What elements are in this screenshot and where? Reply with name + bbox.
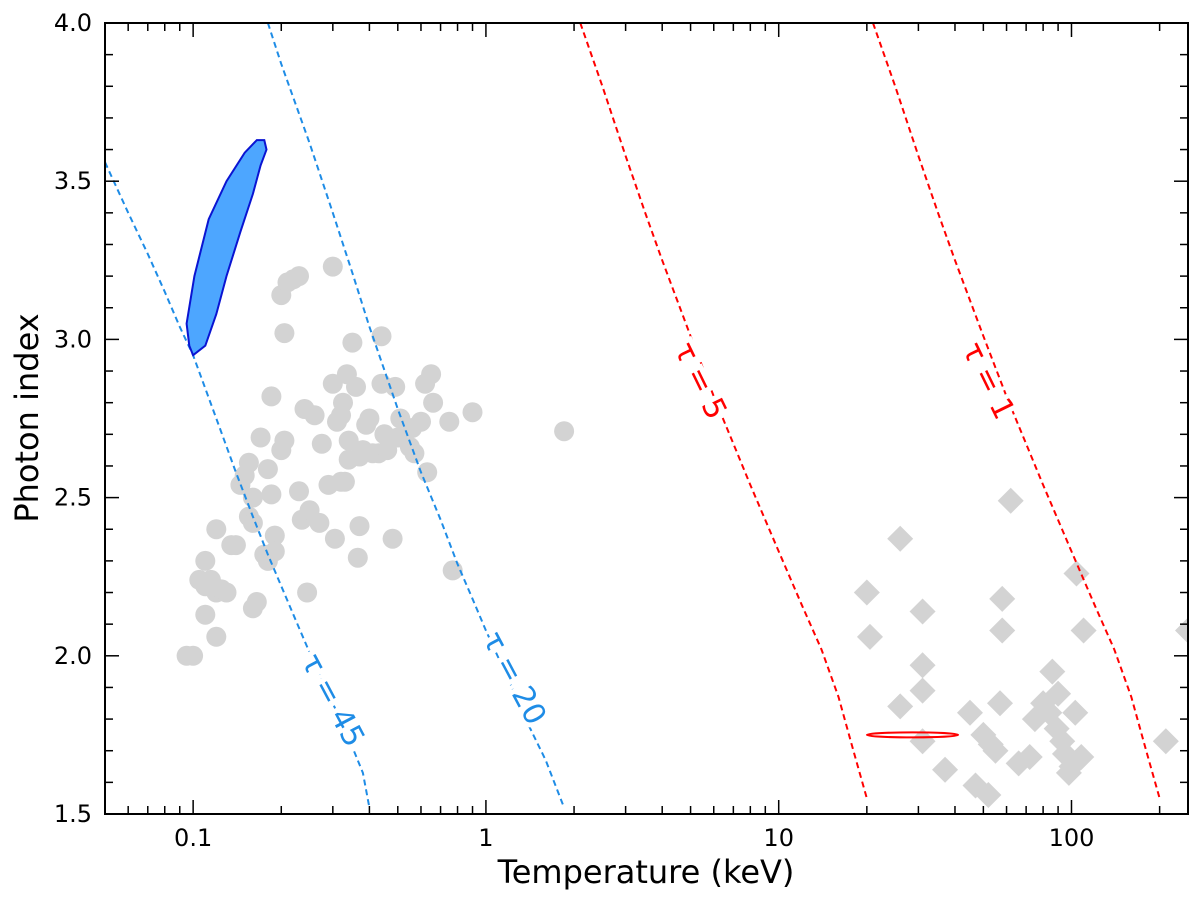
circle-marker [322,256,343,277]
circle-marker [309,512,330,533]
circle-marker [250,427,271,448]
diamond-marker [909,598,936,625]
circle-marker [261,386,282,407]
circle-marker [439,411,460,432]
diamond-marker [1016,744,1043,771]
tau-curve [105,161,371,808]
tau-curve [579,23,868,799]
circle-marker [206,626,227,647]
diamond-marker [856,623,883,650]
circle-marker [242,487,263,508]
tick-labels: 0.1 1 10 100 1.5 2.0 2.5 3.0 3.5 4.0 [54,9,1095,852]
circle-marker [421,364,442,385]
plot-background [105,23,1188,814]
circle-marker [264,541,285,562]
circle-marker [311,433,332,454]
diamond-marker [989,585,1016,612]
diamond-marker [1045,680,1072,707]
diamond-marker [975,782,1002,809]
circle-marker [183,645,204,666]
circle-marker [274,430,295,451]
circle-marker [334,471,355,492]
x-tick-label: 10 [763,824,794,852]
circle-marker [206,519,227,540]
diamond-marker [982,737,1009,764]
circle-marker [195,604,216,625]
diamond-marker [909,728,936,755]
circle-marker [342,332,363,353]
circle-marker [411,411,431,432]
tau-curve [266,23,566,809]
circle-marker [382,528,403,549]
diamond-marker [887,525,914,552]
diamond-marker [932,756,959,783]
diamond-marker [1068,744,1095,771]
confidence-contour-blue [185,139,268,357]
circle-marker [322,373,343,394]
circle-marker [333,392,353,413]
diamond-marker [1152,728,1179,755]
diamond-marker [997,487,1024,514]
circle-marker [304,405,325,426]
circle-marker [289,481,309,502]
circle-marker [297,582,318,603]
circle-marker [423,392,444,413]
circle-marker [371,326,392,347]
data-layer [105,23,1188,809]
circle-marker [261,484,282,505]
circle-marker [195,550,216,571]
circle-marker [347,547,368,568]
y-tick-label: 2.5 [54,484,92,512]
circle-marker [462,402,483,423]
diamond-marker [853,579,880,606]
confidence-contour-red [865,731,960,739]
circle-marker [225,535,246,556]
circle-marker [216,582,237,603]
diamond-marker [989,617,1016,644]
circle-marker [417,462,438,483]
circle-marker [264,525,285,546]
circle-marker [554,421,575,442]
y-tick-label: 2.0 [54,642,92,670]
x-tick-label: 100 [1049,824,1095,852]
circle-marker [238,452,259,473]
x-tick-label: 1 [478,824,493,852]
circle-marker [257,459,278,480]
tau-curve [872,23,1161,799]
circle-marker [242,512,263,533]
diamond-marker [909,677,936,704]
circle-marker [385,376,406,397]
circle-marker [359,408,380,429]
diamond-marker [1062,699,1089,726]
circle-marker [349,516,370,537]
circle-marker [324,528,345,549]
circle-marker [289,266,309,287]
diamond-marker [1039,658,1066,685]
y-tick-label: 3.5 [54,167,92,195]
diamond-marker [887,693,914,720]
y-tick-label: 3.0 [54,325,92,353]
circle-marker [246,592,267,612]
y-axis-title: Photon index [8,313,46,522]
x-axis-title: Temperature (keV) [497,853,795,891]
plot-frame [104,22,1189,815]
circle-marker [338,430,359,451]
diamond-marker [909,652,936,679]
circle-marker [346,376,366,397]
diamond-marker [987,690,1014,717]
y-tick-label: 4.0 [54,9,92,37]
x-tick-label: 0.1 [174,824,212,852]
y-tick-label: 1.5 [54,800,92,828]
circle-marker [274,323,295,344]
diamond-marker [1070,617,1097,644]
diamond-marker [956,699,983,726]
